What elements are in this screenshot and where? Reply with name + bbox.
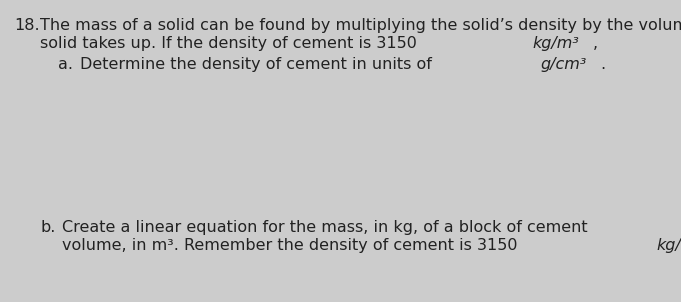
Text: .: .: [601, 57, 605, 72]
Text: kg/m³: kg/m³: [533, 36, 580, 51]
Text: Determine the density of cement in units of: Determine the density of cement in units…: [80, 57, 437, 72]
Text: 18.: 18.: [14, 18, 39, 33]
Text: kg/m³: kg/m³: [656, 238, 681, 253]
Text: solid takes up. If the density of cement is 3150: solid takes up. If the density of cement…: [40, 36, 422, 51]
Text: volume, in m³. Remember the density of cement is 3150: volume, in m³. Remember the density of c…: [62, 238, 522, 253]
Text: The mass of a solid can be found by multiplying the solid’s density by the volum: The mass of a solid can be found by mult…: [40, 18, 681, 33]
Text: g/cm³: g/cm³: [541, 57, 587, 72]
Text: Create a linear equation for the mass, in kg, of a block of cement: Create a linear equation for the mass, i…: [62, 220, 592, 235]
Text: b.: b.: [40, 220, 55, 235]
Text: ,: ,: [593, 36, 599, 51]
Text: a.: a.: [58, 57, 73, 72]
